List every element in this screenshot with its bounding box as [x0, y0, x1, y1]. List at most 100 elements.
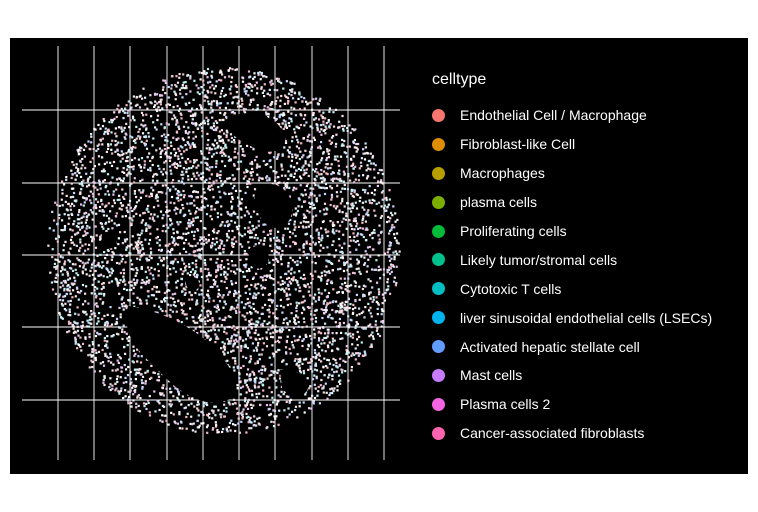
cell-point	[149, 166, 152, 170]
cell-point	[235, 85, 239, 89]
cell-point	[122, 268, 125, 271]
cell-point	[180, 173, 183, 176]
cell-point	[107, 249, 110, 252]
cell-point	[134, 206, 137, 209]
cell-point	[215, 269, 218, 272]
cell-point	[90, 355, 93, 358]
cell-point	[72, 283, 75, 286]
cell-point	[231, 197, 234, 200]
cell-point	[206, 89, 209, 92]
cell-point	[168, 314, 171, 317]
cell-point	[136, 296, 139, 299]
cell-point	[74, 336, 77, 339]
cell-point	[307, 345, 310, 348]
cell-point	[103, 130, 106, 133]
cell-point	[361, 326, 364, 329]
cell-point	[207, 123, 210, 126]
cell-point	[165, 122, 168, 125]
cell-point	[303, 321, 306, 324]
cell-point	[203, 191, 206, 194]
cell-point	[335, 361, 338, 365]
cell-point	[102, 214, 105, 217]
cell-point	[310, 310, 313, 313]
cell-point	[218, 190, 221, 193]
cell-point	[267, 328, 270, 331]
cell-point	[350, 224, 353, 227]
cell-point	[302, 117, 306, 120]
cell-point	[228, 75, 231, 78]
cell-point	[374, 164, 377, 167]
cell-point	[272, 401, 275, 404]
cell-point	[72, 191, 76, 195]
cell-point	[298, 369, 302, 373]
cell-point	[271, 301, 274, 304]
cell-point	[119, 316, 122, 319]
cell-point	[229, 316, 232, 319]
cell-point	[78, 182, 81, 185]
cell-point	[157, 164, 160, 167]
cell-point	[122, 179, 125, 183]
cell-point	[269, 244, 272, 247]
cell-point	[106, 130, 109, 133]
cell-point	[283, 188, 286, 191]
cell-point	[69, 208, 72, 211]
cell-point	[276, 247, 279, 250]
cell-point	[136, 245, 139, 248]
cell-point	[268, 304, 271, 308]
cell-point	[353, 189, 356, 192]
cell-point	[361, 227, 364, 230]
cell-point	[313, 194, 316, 197]
cell-point	[91, 192, 94, 195]
cell-point	[349, 263, 352, 266]
cell-point	[140, 232, 143, 235]
cell-point	[215, 306, 218, 310]
cell-point	[317, 326, 320, 330]
cell-point	[194, 430, 197, 433]
cell-point	[148, 377, 152, 380]
cell-point	[236, 216, 239, 219]
cell-point	[308, 242, 311, 246]
cell-point	[87, 321, 90, 324]
cell-point	[295, 212, 298, 215]
cell-point	[233, 342, 236, 345]
cell-point	[337, 160, 340, 163]
cell-point	[261, 324, 264, 328]
cell-point	[388, 189, 391, 192]
cell-point	[350, 265, 353, 268]
cell-point	[110, 267, 113, 270]
cell-point	[152, 189, 155, 192]
cell-point	[115, 322, 118, 325]
cell-point	[171, 241, 174, 244]
cell-point	[122, 381, 125, 384]
cell-point	[291, 232, 294, 235]
cell-point	[163, 258, 166, 261]
cell-point	[118, 154, 121, 157]
cell-point	[150, 186, 153, 189]
cell-point	[249, 162, 252, 165]
cell-point	[104, 205, 107, 208]
cell-point	[270, 229, 273, 232]
cell-point	[284, 120, 287, 123]
cell-point	[188, 265, 191, 269]
cell-point	[350, 284, 353, 287]
cell-point	[150, 194, 153, 197]
cell-point	[134, 385, 137, 388]
cell-point	[304, 114, 307, 117]
cell-point	[309, 154, 312, 157]
cell-point	[167, 96, 170, 99]
cell-point	[170, 181, 173, 184]
cell-point	[243, 315, 246, 318]
cell-point	[250, 215, 253, 218]
cell-point	[165, 155, 169, 158]
cell-point	[220, 129, 223, 132]
cell-point	[156, 228, 159, 231]
cell-point	[274, 172, 277, 175]
cell-point	[215, 274, 218, 277]
cell-point	[354, 298, 357, 302]
cell-point	[275, 251, 278, 254]
cell-point	[63, 183, 66, 186]
cell-point	[195, 196, 198, 199]
cell-point	[389, 217, 392, 220]
cell-point	[87, 258, 90, 261]
cell-point	[321, 180, 324, 183]
